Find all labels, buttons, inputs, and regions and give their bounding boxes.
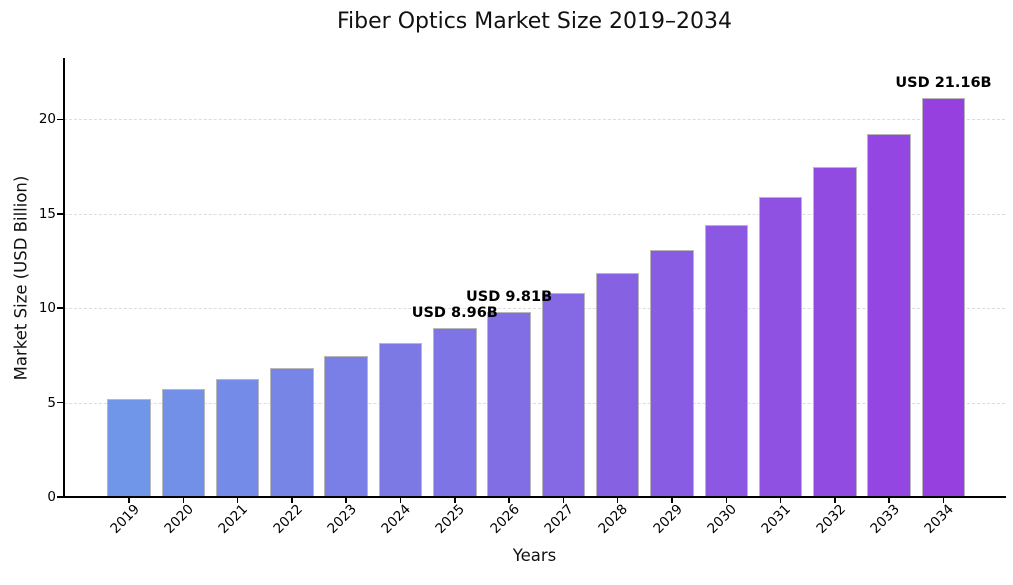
y-tick-mark	[57, 401, 63, 404]
bar-2033	[867, 133, 911, 497]
x-tick-mark	[399, 498, 402, 503]
x-tick-mark	[291, 498, 293, 503]
bar-annotation-2025: USD 8.96B	[411, 304, 498, 321]
bar-2034	[921, 97, 966, 497]
y-tick-mark	[57, 118, 63, 121]
x-tick-mark	[888, 498, 890, 503]
bar-annotation-2034: USD 21.16B	[895, 74, 992, 91]
y-tick-label-15: 15	[38, 205, 56, 222]
x-tick-label-2026: 2026	[487, 501, 523, 537]
x-tick-label-2031: 2031	[758, 501, 795, 537]
y-tick-label-5: 5	[47, 394, 56, 411]
y-tick-label-10: 10	[38, 300, 56, 317]
x-tick-label-2027: 2027	[541, 501, 578, 537]
y-axis-spine	[63, 58, 65, 498]
bar-2030	[704, 224, 749, 497]
y-tick-label-20: 20	[38, 111, 56, 128]
x-tick-mark	[345, 498, 347, 503]
y-tick-label-0: 0	[47, 489, 56, 505]
gridline	[64, 213, 1005, 215]
bar-2019	[107, 398, 151, 497]
x-tick-label-2032: 2032	[812, 501, 849, 537]
x-tick-mark	[616, 498, 619, 503]
x-tick-mark	[454, 498, 456, 503]
bar-2027	[541, 293, 586, 497]
x-tick-label-2029: 2029	[649, 501, 686, 537]
x-tick-mark	[128, 498, 130, 503]
x-tick-mark	[779, 498, 782, 503]
x-tick-label-2024: 2024	[378, 501, 415, 537]
x-tick-label-2025: 2025	[432, 501, 469, 537]
bar-annotation-2026: USD 9.81B	[466, 288, 553, 305]
x-tick-mark	[725, 498, 728, 503]
bar-2020	[161, 389, 206, 497]
x-axis-label: Years	[512, 546, 557, 565]
x-tick-mark	[834, 498, 836, 503]
bar-2028	[595, 272, 640, 497]
x-tick-label-2019: 2019	[106, 501, 143, 537]
bar-2031	[758, 197, 803, 497]
x-tick-mark	[182, 498, 185, 503]
y-tick-mark	[57, 307, 63, 309]
bar-2023	[324, 355, 368, 497]
gridline	[64, 119, 1005, 121]
bar-2032	[813, 167, 857, 497]
y-tick-mark	[57, 496, 63, 498]
x-tick-mark	[671, 498, 673, 503]
x-tick-label-2022: 2022	[269, 501, 306, 537]
chart-title: Fiber Optics Market Size 2019–2034	[336, 9, 733, 34]
bar-2025	[433, 327, 477, 497]
x-tick-label-2030: 2030	[704, 501, 740, 537]
x-tick-label-2021: 2021	[215, 501, 252, 537]
x-tick-mark	[562, 498, 565, 503]
x-tick-mark	[508, 498, 510, 503]
bar-2029	[650, 249, 694, 497]
gridline	[64, 402, 1005, 404]
bar-2021	[215, 379, 260, 497]
x-tick-mark	[942, 498, 945, 503]
x-tick-mark	[236, 498, 239, 503]
bar-2024	[378, 342, 423, 497]
plot-area: USD 8.96B USD 9.81B USD 21.16B	[64, 59, 1005, 497]
x-tick-label-2033: 2033	[867, 501, 903, 537]
x-tick-label-2023: 2023	[324, 501, 360, 537]
y-tick-mark	[57, 213, 63, 215]
x-tick-label-2034: 2034	[921, 501, 958, 537]
bar-2026	[487, 311, 531, 497]
x-tick-label-2028: 2028	[595, 501, 632, 537]
x-axis-spine	[63, 496, 1006, 498]
gridline	[64, 308, 1005, 310]
bar-2022	[270, 368, 314, 497]
x-tick-label-2020: 2020	[161, 501, 197, 537]
